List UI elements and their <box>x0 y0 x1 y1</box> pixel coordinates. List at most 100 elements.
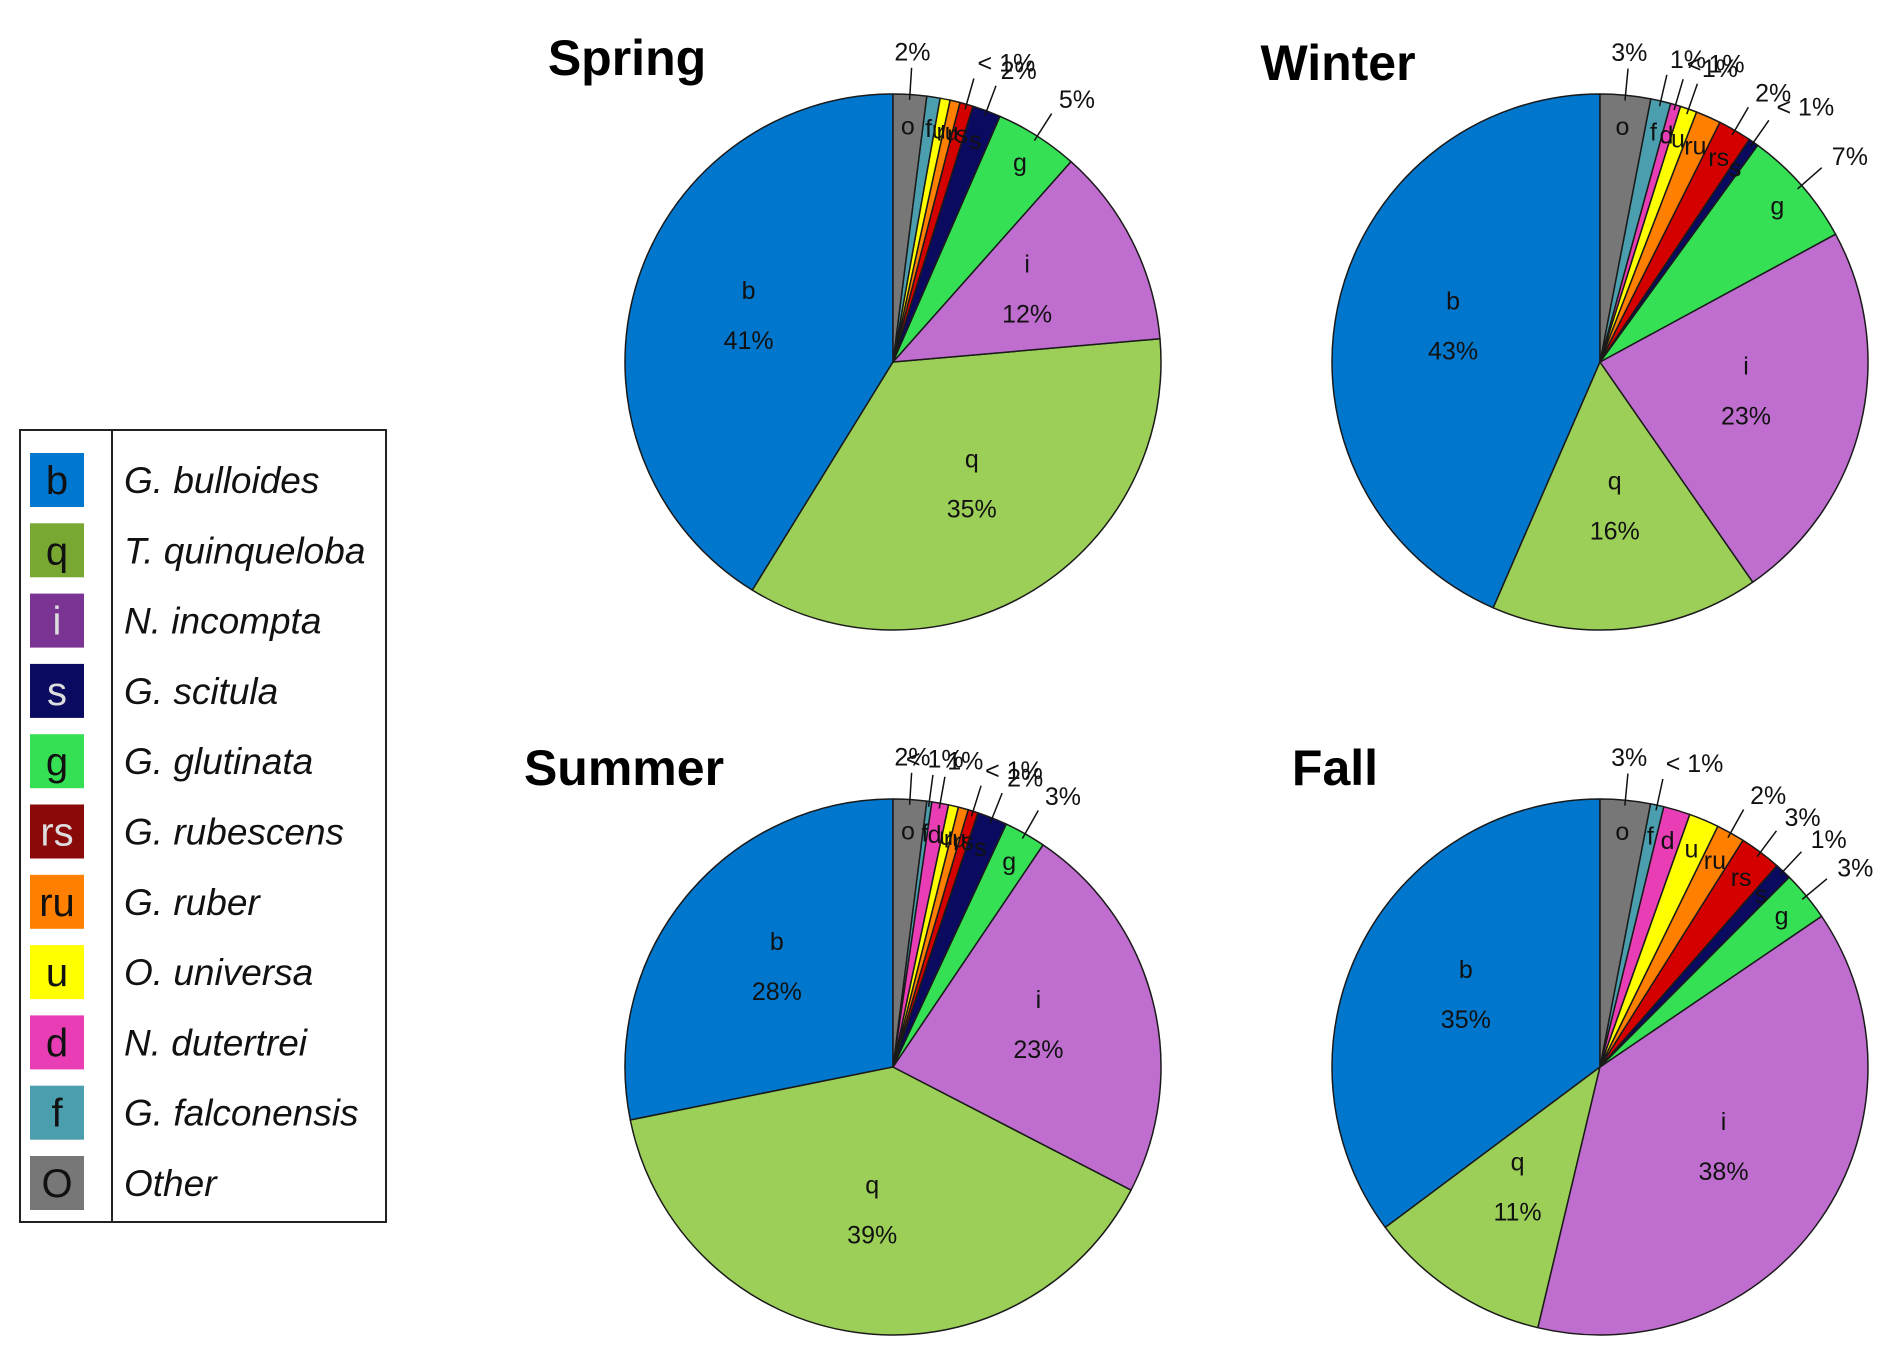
slice-percent-winter-f: 1% <box>1670 46 1706 74</box>
leader-line-summer-d <box>938 776 946 809</box>
slice-percent-winter-i: 23% <box>1721 403 1771 431</box>
slice-percent-summer-b: 28% <box>752 978 802 1006</box>
slice-label-fall-b: b <box>1459 956 1473 984</box>
slice-label-summer-g: g <box>1002 848 1016 876</box>
slice-label-fall-i: i <box>1721 1108 1727 1136</box>
slice-percent-fall-g: 3% <box>1837 854 1873 882</box>
legend-swatch-ru <box>30 874 84 929</box>
leader-line-fall-f <box>1655 778 1664 811</box>
legend-code-rs: rs <box>40 811 73 855</box>
legend-code-ru: ru <box>39 881 75 925</box>
slice-percent-summer-o: 2% <box>894 743 930 771</box>
legend-label-d: N. dutertrei <box>124 1022 309 1063</box>
slice-percent-winter-s: < 1% <box>1777 93 1835 121</box>
chart-title-fall: Fall <box>1292 740 1378 796</box>
slice-label-fall-d: d <box>1661 827 1675 855</box>
slice-label-spring-s: s <box>969 127 982 155</box>
slice-label-spring-u: u <box>932 117 946 145</box>
slice-label-spring-q: q <box>965 446 979 474</box>
slice-percent-spring-q: 35% <box>947 496 997 524</box>
slice-percent-summer-g: 3% <box>1045 783 1081 811</box>
slice-label-winter-b: b <box>1446 287 1460 315</box>
slice-label-summer-o: o <box>901 818 915 846</box>
slice-label-spring-f: f <box>925 115 932 143</box>
slice-label-fall-o: o <box>1615 818 1629 846</box>
slice-label-winter-g: g <box>1770 193 1784 221</box>
legend-code-f: f <box>51 1092 63 1136</box>
slice-percent-summer-rs: < 1% <box>985 757 1043 785</box>
leader-line-winter-rs <box>1731 106 1749 136</box>
chart-title-winter: Winter <box>1260 35 1415 91</box>
legend-code-i: i <box>53 600 62 644</box>
slice-percent-winter-q: 16% <box>1590 517 1640 545</box>
slice-label-winter-q: q <box>1608 467 1622 495</box>
legend-code-q: q <box>46 529 68 573</box>
pie-slice-winter-i <box>1599 233 1869 583</box>
legend-code-b: b <box>46 459 68 503</box>
legend-swatch-f <box>30 1085 84 1140</box>
slice-percent-winter-d: < 1% <box>1687 50 1745 78</box>
slice-label-spring-g: g <box>1013 149 1027 177</box>
leader-line-spring-s <box>984 85 997 117</box>
slice-percent-fall-s: 1% <box>1811 826 1847 854</box>
slice-label-summer-s: s <box>974 834 987 862</box>
slice-label-summer-u: u <box>939 823 953 851</box>
chart-title-summer: Summer <box>524 740 724 796</box>
legend-swatch-b <box>30 453 84 507</box>
leader-line-summer-o <box>908 772 913 805</box>
legend-code-g: g <box>46 740 68 784</box>
slice-percent-spring-o: 2% <box>894 38 930 66</box>
slice-label-summer-i: i <box>1036 986 1042 1014</box>
leader-line-winter-s <box>1749 119 1770 148</box>
leader-line-fall-g <box>1801 878 1828 900</box>
leader-line-summer-s <box>989 792 1003 824</box>
slice-percent-winter-g: 7% <box>1832 143 1868 171</box>
slice-percent-fall-ru: 2% <box>1750 782 1786 810</box>
legend-label-g: G. glutinata <box>124 741 313 782</box>
slice-label-summer-d: d <box>928 821 942 849</box>
legend-label-b: G. bulloides <box>124 460 319 501</box>
slice-percent-fall-q: 11% <box>1493 1198 1541 1226</box>
slice-percent-summer-f: < 1% <box>906 746 964 774</box>
legend-swatch-u <box>30 945 84 1000</box>
leader-line-winter-f <box>1658 74 1668 107</box>
pie-slice-summer-i <box>892 844 1162 1191</box>
legend-swatch-q <box>30 523 84 578</box>
leader-line-summer-f <box>927 774 934 807</box>
slice-label-winter-i: i <box>1743 353 1749 381</box>
slice-label-spring-rs: rs <box>947 121 968 149</box>
slice-percent-spring-rs: < 1% <box>978 50 1036 78</box>
legend-label-s: G. scitula <box>124 671 278 712</box>
slice-percent-spring-g: 5% <box>1059 86 1095 114</box>
leader-line-winter-g <box>1797 167 1823 190</box>
legend-swatch-rs <box>30 804 84 859</box>
legend-label-ru: G. ruber <box>124 882 261 923</box>
slice-percent-summer-i: 23% <box>1013 1036 1063 1064</box>
slice-label-winter-ru: ru <box>1684 132 1706 160</box>
slice-percent-summer-q: 39% <box>847 1222 897 1250</box>
slice-percent-spring-i: 12% <box>1002 301 1052 329</box>
slice-label-winter-f: f <box>1650 118 1657 146</box>
slice-label-spring-b: b <box>742 277 756 305</box>
slice-label-summer-b: b <box>770 928 784 956</box>
legend-label-u: O. universa <box>124 952 313 993</box>
slice-percent-winter-rs: 2% <box>1755 80 1791 108</box>
slice-percent-fall-i: 38% <box>1699 1158 1749 1186</box>
slice-percent-spring-s: 2% <box>1001 57 1037 85</box>
slice-percent-fall-rs: 3% <box>1784 804 1820 832</box>
leader-line-winter-o <box>1624 68 1629 101</box>
leader-line-spring-o <box>908 67 913 100</box>
legend-label-q: T. quinqueloba <box>124 530 365 571</box>
slice-percent-fall-f: < 1% <box>1666 750 1724 778</box>
pie-slice-spring-b <box>624 93 894 591</box>
slice-label-summer-rs: rs <box>953 828 974 856</box>
slice-label-fall-q: q <box>1511 1148 1525 1176</box>
slice-label-fall-f: f <box>1647 823 1654 851</box>
legend: b G. bulloides q T. quinqueloba i N. incompta… <box>19 429 387 1223</box>
slice-percent-summer-d: 1% <box>947 748 983 776</box>
pie-slice-fall-b <box>1331 798 1601 1229</box>
